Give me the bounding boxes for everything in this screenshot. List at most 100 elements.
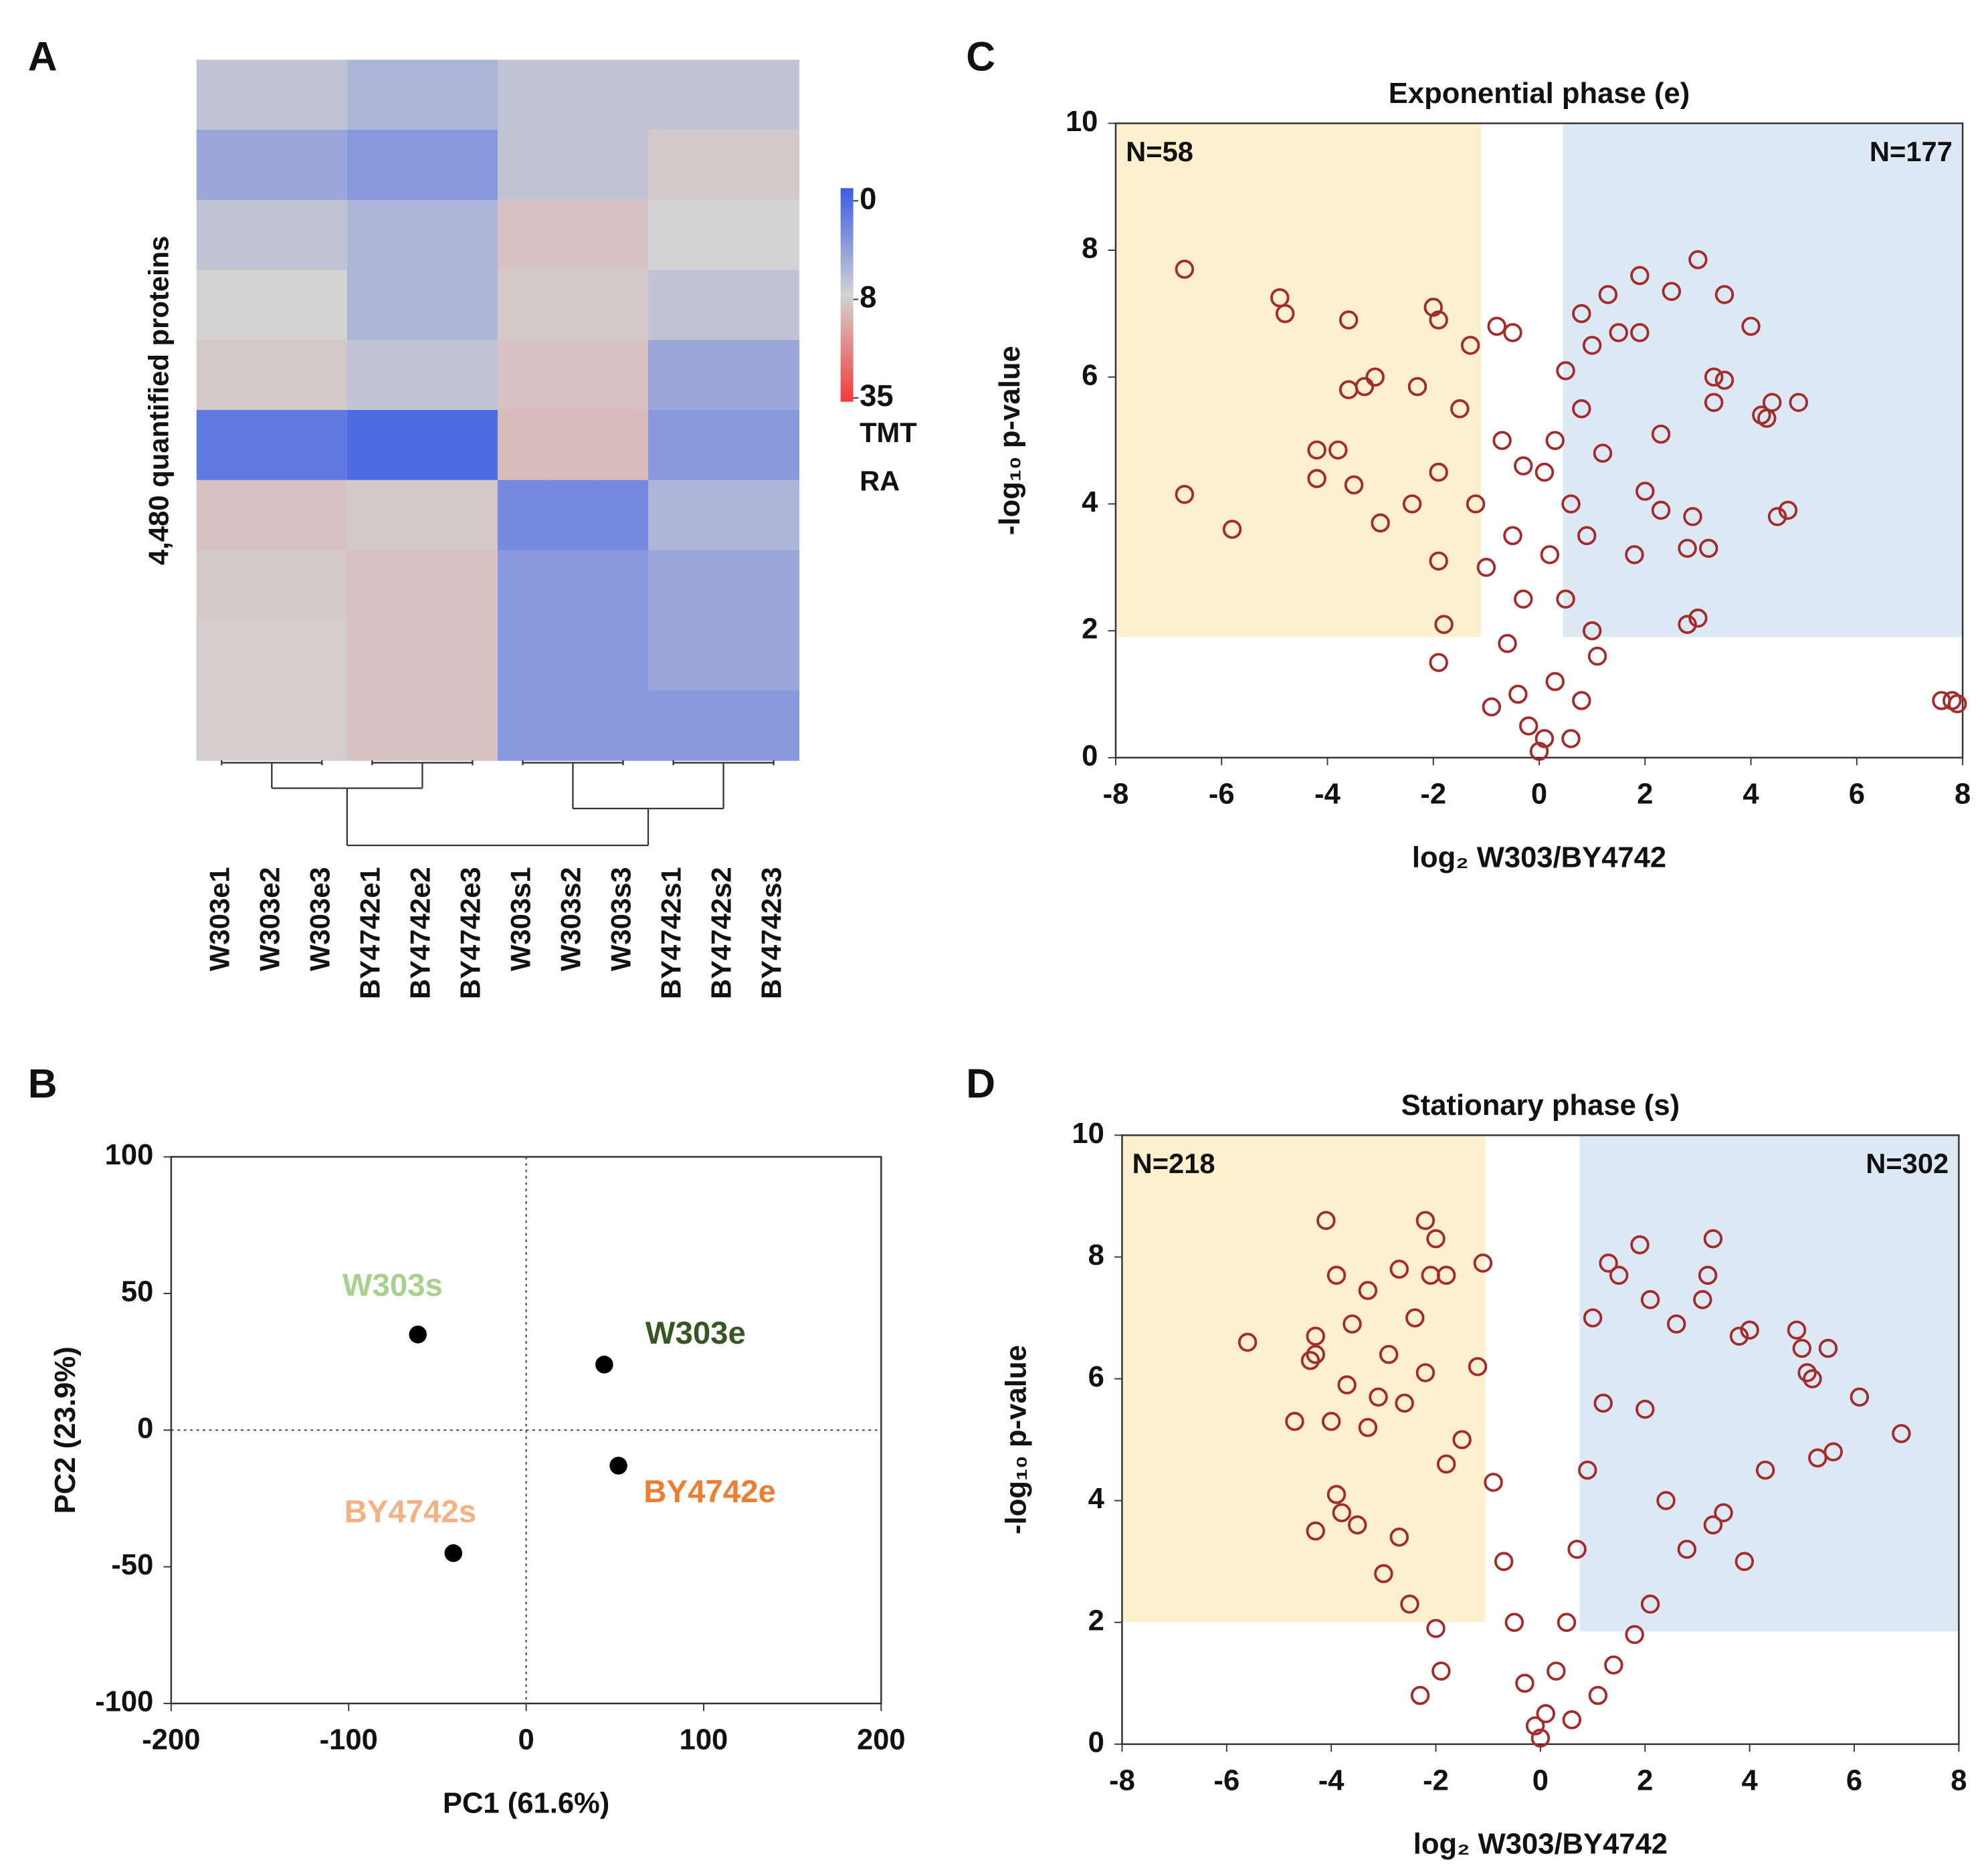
heatmap-cell bbox=[246, 60, 298, 131]
x-tick-label: 0 bbox=[1531, 777, 1547, 810]
column-label: BY4742e1 bbox=[354, 867, 385, 999]
data-point bbox=[1714, 1503, 1733, 1523]
heatmap-cell bbox=[246, 620, 298, 691]
data-point bbox=[1415, 1363, 1435, 1382]
data-point bbox=[1662, 282, 1682, 301]
point-label: W303s bbox=[342, 1267, 443, 1303]
x-tick-label: 2 bbox=[1637, 777, 1653, 810]
heatmap-cell bbox=[698, 620, 750, 691]
data-point bbox=[1797, 1363, 1817, 1382]
threshold-region bbox=[1579, 1135, 1959, 1632]
data-point bbox=[1678, 538, 1697, 558]
y-tick-label: 8 bbox=[1088, 1239, 1104, 1271]
column-label: W303e3 bbox=[304, 867, 335, 971]
heatmap-cell bbox=[346, 270, 398, 341]
heatmap-cell bbox=[296, 690, 348, 761]
x-tick-label: 8 bbox=[1955, 777, 1971, 810]
data-point bbox=[1599, 1253, 1618, 1273]
data-point bbox=[1369, 1387, 1388, 1407]
data-point bbox=[1389, 1259, 1409, 1279]
heatmap-cell bbox=[648, 60, 700, 131]
heatmap-cell bbox=[648, 409, 700, 481]
data-point bbox=[1892, 1424, 1911, 1443]
threshold-region bbox=[1563, 123, 1963, 637]
heatmap-cell bbox=[497, 60, 549, 131]
data-point bbox=[444, 1544, 463, 1562]
heatmap-cell bbox=[497, 340, 549, 411]
data-point bbox=[1222, 520, 1242, 539]
x-tick-label: 6 bbox=[1846, 1764, 1862, 1796]
data-point bbox=[1374, 1564, 1393, 1584]
data-point bbox=[1714, 285, 1734, 304]
heatmap-cell bbox=[196, 130, 247, 201]
data-point bbox=[1436, 1265, 1456, 1285]
heatmap-cell bbox=[749, 270, 800, 341]
data-point bbox=[1677, 1540, 1697, 1559]
data-point bbox=[1635, 1399, 1655, 1419]
data-point bbox=[1405, 1308, 1425, 1328]
data-point bbox=[1593, 1393, 1613, 1413]
heatmap-cell bbox=[497, 270, 549, 341]
data-point bbox=[1504, 1613, 1524, 1632]
data-point bbox=[1699, 538, 1718, 558]
data-point bbox=[1431, 1661, 1451, 1681]
heatmap-cell bbox=[397, 480, 448, 551]
data-point bbox=[1534, 462, 1555, 482]
data-point bbox=[1656, 1491, 1676, 1510]
heatmap-cell bbox=[648, 690, 700, 761]
heatmap-cell bbox=[497, 409, 549, 481]
heatmap-cell bbox=[749, 620, 800, 691]
heatmap-cell bbox=[346, 690, 398, 761]
data-point bbox=[1818, 1338, 1838, 1358]
data-point bbox=[1683, 507, 1702, 526]
x-tick-label: -6 bbox=[1213, 1764, 1239, 1796]
point-label: W303e bbox=[645, 1316, 746, 1351]
y-tick-label: 0 bbox=[1082, 739, 1098, 772]
data-point bbox=[1321, 1412, 1341, 1431]
data-point bbox=[1529, 742, 1549, 761]
y-tick-label: 0 bbox=[137, 1412, 153, 1445]
panel-label: D bbox=[966, 1061, 995, 1106]
heatmap-cell bbox=[447, 199, 498, 271]
data-point bbox=[1561, 729, 1581, 748]
data-point bbox=[1582, 336, 1602, 355]
heatmap-cell bbox=[698, 550, 750, 621]
heatmap-cell bbox=[447, 620, 498, 691]
heatmap-cell bbox=[246, 199, 298, 271]
data-point bbox=[1635, 482, 1655, 501]
heatmap-cell bbox=[196, 409, 247, 481]
heatmap-cell bbox=[598, 60, 649, 131]
heatmap-cell bbox=[447, 550, 498, 621]
data-point bbox=[1494, 1552, 1514, 1571]
data-point bbox=[1328, 440, 1348, 460]
heatmap-cell bbox=[296, 270, 348, 341]
data-point bbox=[1452, 1430, 1472, 1449]
heatmap-cell bbox=[749, 550, 800, 621]
heatmap-cell bbox=[648, 620, 700, 691]
heatmap-cell bbox=[749, 690, 800, 761]
data-point bbox=[1947, 694, 1967, 714]
heatmap-cell bbox=[547, 550, 599, 621]
data-point bbox=[1534, 729, 1555, 748]
heatmap-cell bbox=[246, 550, 298, 621]
data-point bbox=[1402, 494, 1422, 514]
y-axis-label: -log₁₀ p-value bbox=[993, 346, 1026, 535]
x-tick-label: -2 bbox=[1423, 1764, 1449, 1796]
heatmap-cell bbox=[246, 270, 298, 341]
heatmap-cell bbox=[547, 199, 599, 271]
heatmap-cell bbox=[497, 199, 549, 271]
heatmap-cell bbox=[749, 130, 800, 201]
chart-title: Stationary phase (s) bbox=[1401, 1089, 1680, 1122]
heatmap-cell bbox=[447, 60, 498, 131]
colorbar-tick-label: 8 bbox=[860, 280, 876, 314]
column-label: W303s3 bbox=[605, 867, 637, 971]
data-point bbox=[1787, 1320, 1807, 1340]
data-point bbox=[1415, 1211, 1435, 1231]
x-tick-label: -4 bbox=[1314, 777, 1340, 810]
heatmap-cell bbox=[246, 690, 298, 761]
data-point bbox=[1498, 633, 1517, 653]
column-label: W303s2 bbox=[555, 867, 587, 971]
data-point bbox=[1640, 1594, 1660, 1614]
heatmap-cell bbox=[296, 199, 348, 271]
data-point bbox=[1703, 1515, 1723, 1535]
